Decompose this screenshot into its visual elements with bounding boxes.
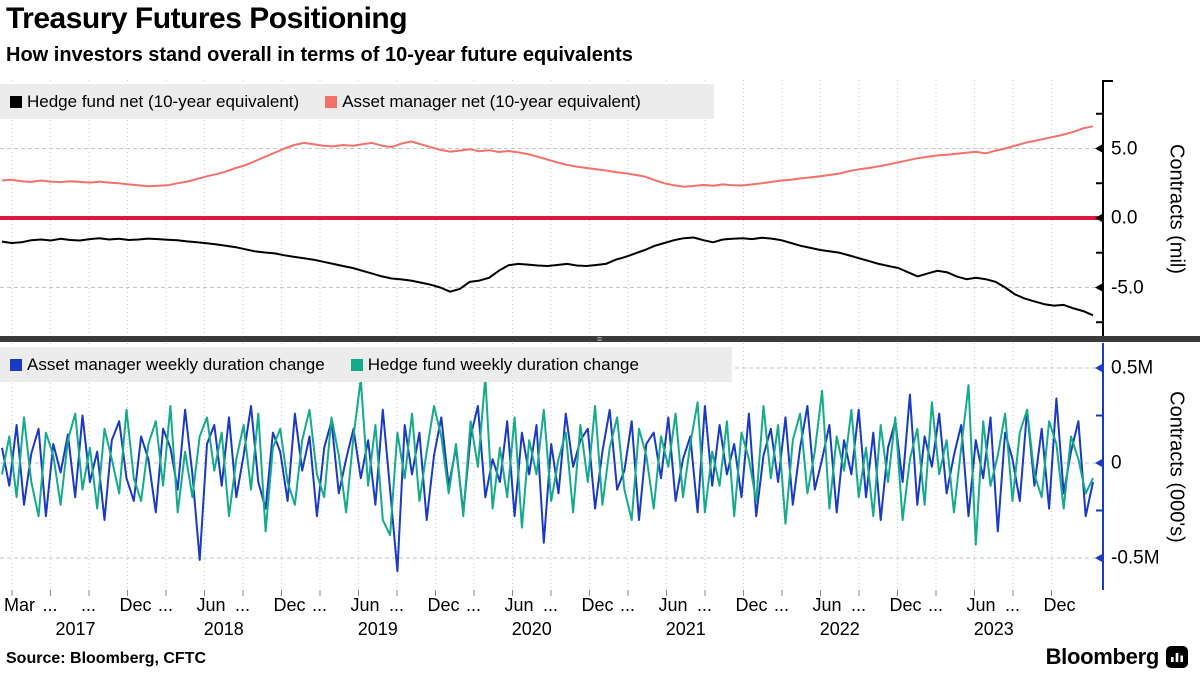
x-year-label: 2019: [357, 619, 398, 639]
bloomberg-wordmark: Bloomberg: [1045, 644, 1160, 669]
legend-bottom-panel: Asset manager weekly duration change Hed…: [0, 347, 732, 382]
x-tick-label: ...: [543, 595, 559, 615]
x-tick-label: Dec: [581, 595, 614, 615]
legend-label: Hedge fund weekly duration change: [367, 354, 639, 374]
source-note: Source: Bloomberg, CFTC: [6, 650, 207, 667]
x-tick-label: ...: [81, 595, 97, 615]
page-subtitle: How investors stand overall in terms of …: [6, 44, 633, 66]
panel-resize-handle-icon[interactable]: ≡: [596, 334, 604, 344]
legend-item-hedge-fund-net: Hedge fund net (10-year equivalent): [10, 92, 299, 112]
y-tick-label: -5.0: [1111, 277, 1144, 298]
x-tick-label: ...: [1005, 595, 1021, 615]
top-panel-plot: [0, 80, 1113, 338]
x-year-label: 2023: [973, 619, 1014, 639]
x-tick-label: ...: [312, 595, 328, 615]
x-tick-label: ...: [235, 595, 251, 615]
x-tick-label: Dec: [1043, 595, 1076, 615]
legend-label: Asset manager weekly duration change: [27, 354, 325, 374]
y-tick-label: -0.5M: [1111, 547, 1160, 569]
hedge-fund-net-swatch-icon: [10, 95, 22, 108]
x-tick-label: ...: [928, 595, 944, 615]
x-tick-label: ...: [620, 595, 636, 615]
x-tick-label: Dec: [273, 595, 306, 615]
x-tick-label: ...: [158, 595, 174, 615]
x-tick-label: Jun: [812, 595, 842, 615]
x-tick-label: Jun: [504, 595, 534, 615]
legend-item-hedge-fund-weekly: Hedge fund weekly duration change: [350, 354, 639, 375]
x-tick-label: ...: [42, 595, 58, 615]
x-tick-label: Dec: [427, 595, 460, 615]
x-year-label: 2017: [55, 619, 96, 639]
x-tick-label: Dec: [119, 595, 152, 615]
y-tick-label: 5.0: [1111, 138, 1138, 159]
bottom-y-axis-title: Contracts (000's): [1165, 391, 1188, 543]
page-title: Treasury Futures Positioning: [6, 2, 408, 35]
x-tick-label: Jun: [350, 595, 380, 615]
x-tick-label: ...: [697, 595, 713, 615]
x-year-label: 2020: [511, 619, 552, 639]
x-tick-label: ...: [851, 595, 867, 615]
top-y-axis-title: Contracts (mil): [1165, 143, 1188, 275]
hedge-fund-weekly-swatch-icon: [350, 358, 363, 371]
x-tick-label: Mar: [4, 595, 35, 615]
x-tick-label: Dec: [889, 595, 922, 615]
bloomberg-logo: Bloomberg: [1046, 644, 1188, 670]
x-tick-label: ...: [466, 595, 482, 615]
legend-item-asset-manager-weekly: Asset manager weekly duration change: [10, 355, 325, 375]
x-year-label: 2022: [819, 619, 860, 639]
legend-item-asset-manager-net: Asset manager net (10-year equivalent): [325, 92, 641, 112]
asset-manager-weekly-swatch-icon: [10, 358, 22, 371]
y-tick-label: 0.5M: [1111, 357, 1154, 379]
x-tick-label: Jun: [196, 595, 226, 615]
legend-label: Hedge fund net (10-year equivalent): [27, 91, 300, 111]
y-tick-label: 0: [1111, 452, 1122, 474]
x-year-label: 2021: [665, 619, 706, 639]
x-year-label: 2018: [203, 619, 244, 639]
asset-manager-net-swatch-icon: [325, 95, 338, 108]
x-tick-label: Dec: [735, 595, 768, 615]
legend-top-panel: Hedge fund net (10-year equivalent) Asse…: [0, 84, 714, 119]
x-tick-label: ...: [389, 595, 405, 615]
bar-chart-terminal-icon: [1166, 646, 1188, 668]
x-tick-label: Jun: [658, 595, 688, 615]
x-tick-label: ...: [774, 595, 790, 615]
legend-label: Asset manager net (10-year equivalent): [342, 91, 641, 111]
x-tick-label: Jun: [966, 595, 996, 615]
panel-divider: [0, 336, 1200, 342]
y-tick-label: 0.0: [1111, 207, 1138, 229]
